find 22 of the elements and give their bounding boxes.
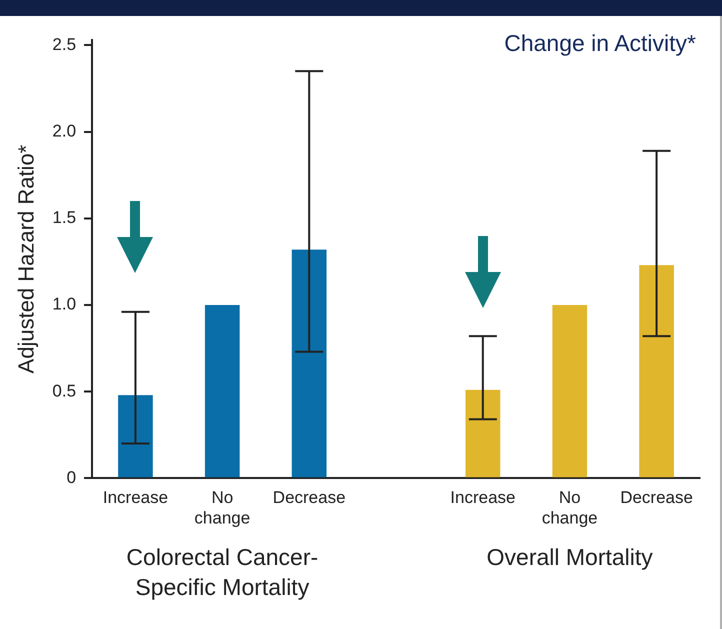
y-tick-label: 2.5 — [52, 34, 76, 54]
y-tick-label: 1.5 — [52, 208, 76, 228]
bar — [118, 395, 153, 478]
bar — [639, 265, 674, 478]
x-tick-label: No change — [542, 488, 598, 528]
bar — [466, 390, 500, 478]
y-tick-label: 2.0 — [52, 121, 76, 140]
x-tick-label: Decrease — [272, 488, 346, 508]
y-axis-title: Adjusted Hazard Ratio* — [13, 144, 38, 374]
x-tick-label: Increase — [450, 488, 516, 508]
text: Colorectal Cancer-Specific Mortality — [125, 543, 320, 602]
bar — [552, 305, 588, 478]
y-tick-label: 1.0 — [52, 294, 76, 314]
x-tick-label: No change — [194, 488, 250, 528]
x-tick-label: Decrease — [620, 488, 693, 508]
bar — [204, 305, 240, 478]
chart-title: Change in Activity* — [504, 30, 696, 57]
x-tick-label: Increase — [102, 488, 168, 508]
bar — [292, 250, 327, 478]
y-tick-label: 0.5 — [52, 381, 76, 400]
text: Overall Mortality — [486, 543, 654, 572]
y-tick-label: 0 — [66, 468, 76, 487]
